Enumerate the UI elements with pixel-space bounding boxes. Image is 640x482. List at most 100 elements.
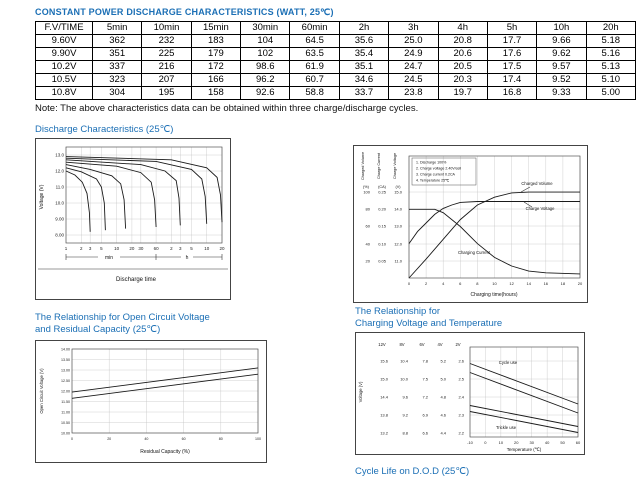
table-header-cell: 3h [388, 21, 439, 35]
table-cell: 24.7 [388, 60, 439, 74]
table-cell: 20.5 [437, 60, 488, 74]
svg-text:14: 14 [526, 281, 531, 286]
svg-text:16: 16 [544, 281, 549, 286]
svg-text:6: 6 [459, 281, 462, 286]
table-cell: 10.5V [35, 73, 93, 87]
table-cell: 323 [91, 73, 143, 87]
svg-text:2: 2 [80, 246, 83, 251]
svg-text:2: 2 [425, 281, 428, 286]
table-cell: 9.66 [536, 34, 587, 48]
table-cell: 61.9 [289, 60, 340, 74]
svg-text:(%): (%) [363, 185, 370, 189]
svg-text:(CA): (CA) [378, 185, 387, 189]
svg-text:8.00: 8.00 [55, 233, 64, 238]
table-header-cell: 30min [240, 21, 291, 35]
svg-text:30: 30 [529, 440, 534, 445]
table-cell: 20.6 [437, 47, 488, 61]
table-cell: 362 [91, 34, 143, 48]
table-cell: 63.5 [289, 47, 340, 61]
table-cell: 58.8 [289, 86, 340, 100]
svg-text:4: 4 [442, 281, 445, 286]
svg-text:Charged Volume: Charged Volume [521, 181, 553, 186]
svg-text:100: 100 [363, 190, 370, 195]
table-header-cell: 15min [190, 21, 242, 35]
svg-text:Charged Volume: Charged Volume [361, 152, 365, 180]
svg-text:0.10: 0.10 [378, 242, 387, 247]
svg-text:1. Discharge 100%: 1. Discharge 100% [416, 161, 447, 165]
table-cell: 34.6 [338, 73, 390, 87]
table-cell: 5.00 [585, 86, 637, 100]
svg-text:10: 10 [204, 246, 210, 251]
svg-text:9.6: 9.6 [402, 395, 408, 400]
svg-text:Residual Capacity (%): Residual Capacity (%) [140, 449, 190, 455]
ocv-section-title-line1: The Relationship for Open Circuit Voltag… [35, 312, 210, 323]
svg-text:-10: -10 [467, 440, 474, 445]
table-cell: 9.33 [536, 86, 587, 100]
ocv-section-title-line2: and Residual Capacity (25℃) [35, 324, 161, 335]
svg-text:min: min [105, 255, 113, 261]
svg-text:8.8: 8.8 [402, 431, 408, 436]
table-row: 10.8V 304 195 158 92.6 58.8 33.7 23.8 19.7 16.8 9.… [35, 86, 637, 100]
svg-text:7.2: 7.2 [422, 395, 428, 400]
svg-text:Charging time(hours): Charging time(hours) [471, 292, 518, 298]
table-cell: 64.5 [289, 34, 340, 48]
svg-text:0.05: 0.05 [378, 259, 387, 264]
svg-text:0: 0 [408, 281, 411, 286]
temp-chart: -10 0 10 20 30 40 50 60 15.6 15.0 14.4 13.8 13.2 10.4… [358, 342, 581, 452]
svg-text:13.2: 13.2 [380, 431, 389, 436]
ocv-chart: 0 20 40 60 80 100 14.00 13.50 13.00 12.50 12.00 11.… [39, 348, 261, 456]
svg-text:12: 12 [509, 281, 514, 286]
svg-text:60: 60 [154, 246, 160, 251]
table-cell: 195 [141, 86, 192, 100]
svg-text:13.8: 13.8 [380, 413, 389, 418]
svg-text:9.2: 9.2 [402, 413, 408, 418]
svg-text:3. Charge current 0.2CA: 3. Charge current 0.2CA [416, 173, 456, 177]
svg-text:10.0: 10.0 [55, 201, 64, 206]
table-row: 9.60V 362 232 183 104 64.5 35.6 25.0 20.8 17.7 9.6… [35, 34, 637, 48]
table-cell: 9.60V [35, 34, 93, 48]
svg-text:14.4: 14.4 [380, 395, 389, 400]
table-row: 10.2V 337 216 172 98.6 61.9 35.1 24.7 20.5 17.5 9.… [35, 60, 637, 74]
svg-text:Trickle use: Trickle use [496, 425, 517, 430]
table-cell: 216 [141, 60, 192, 74]
svg-text:14.00: 14.00 [61, 348, 70, 352]
table-cell: 24.5 [388, 73, 439, 87]
table-cell: 9.62 [536, 47, 587, 61]
table-cell: 10.2V [35, 60, 93, 74]
table-cell: 35.4 [338, 47, 390, 61]
table-cell: 337 [91, 60, 143, 74]
table-cell: 179 [190, 47, 242, 61]
table-cell: 17.5 [486, 60, 538, 74]
svg-text:12.0: 12.0 [394, 242, 403, 247]
table-cell: 19.7 [437, 86, 488, 100]
svg-text:3: 3 [89, 246, 92, 251]
svg-text:4.8: 4.8 [440, 395, 446, 400]
svg-text:Voltage (V): Voltage (V) [358, 381, 363, 402]
svg-text:12.0: 12.0 [55, 169, 64, 174]
svg-text:11.0: 11.0 [395, 259, 403, 264]
svg-text:9.00: 9.00 [55, 217, 64, 222]
table-header-cell: F.V/TIME [35, 21, 93, 35]
table-row: 9.90V 351 225 179 102 63.5 35.4 24.9 20.6 17.6 9.6… [35, 47, 637, 61]
svg-text:4.6: 4.6 [440, 413, 446, 418]
table-cell: 9.57 [536, 60, 587, 74]
table-cell: 17.4 [486, 73, 538, 87]
table-cell: 20.8 [437, 34, 488, 48]
svg-text:20: 20 [366, 259, 371, 264]
svg-text:Cycle use: Cycle use [499, 360, 518, 365]
svg-text:15.0: 15.0 [394, 190, 403, 195]
svg-text:5.0: 5.0 [440, 377, 446, 382]
svg-text:2.2: 2.2 [458, 431, 464, 436]
table-header-cell: 10min [141, 21, 192, 35]
table-cell: 9.90V [35, 47, 93, 61]
svg-text:20: 20 [514, 440, 519, 445]
table-header-cell: 4h [437, 21, 488, 35]
charging-chart: 0 2 4 6 8 10 12 14 16 18 20 100 80 60 40 20 0.25 0.20 0.15… [361, 152, 583, 298]
svg-text:8V: 8V [399, 342, 404, 347]
svg-text:(V): (V) [395, 185, 401, 189]
svg-text:10.00: 10.00 [61, 432, 70, 436]
svg-text:20: 20 [129, 246, 135, 251]
svg-text:60: 60 [182, 437, 186, 441]
table-cell: 5.16 [585, 47, 637, 61]
svg-text:80: 80 [219, 437, 223, 441]
